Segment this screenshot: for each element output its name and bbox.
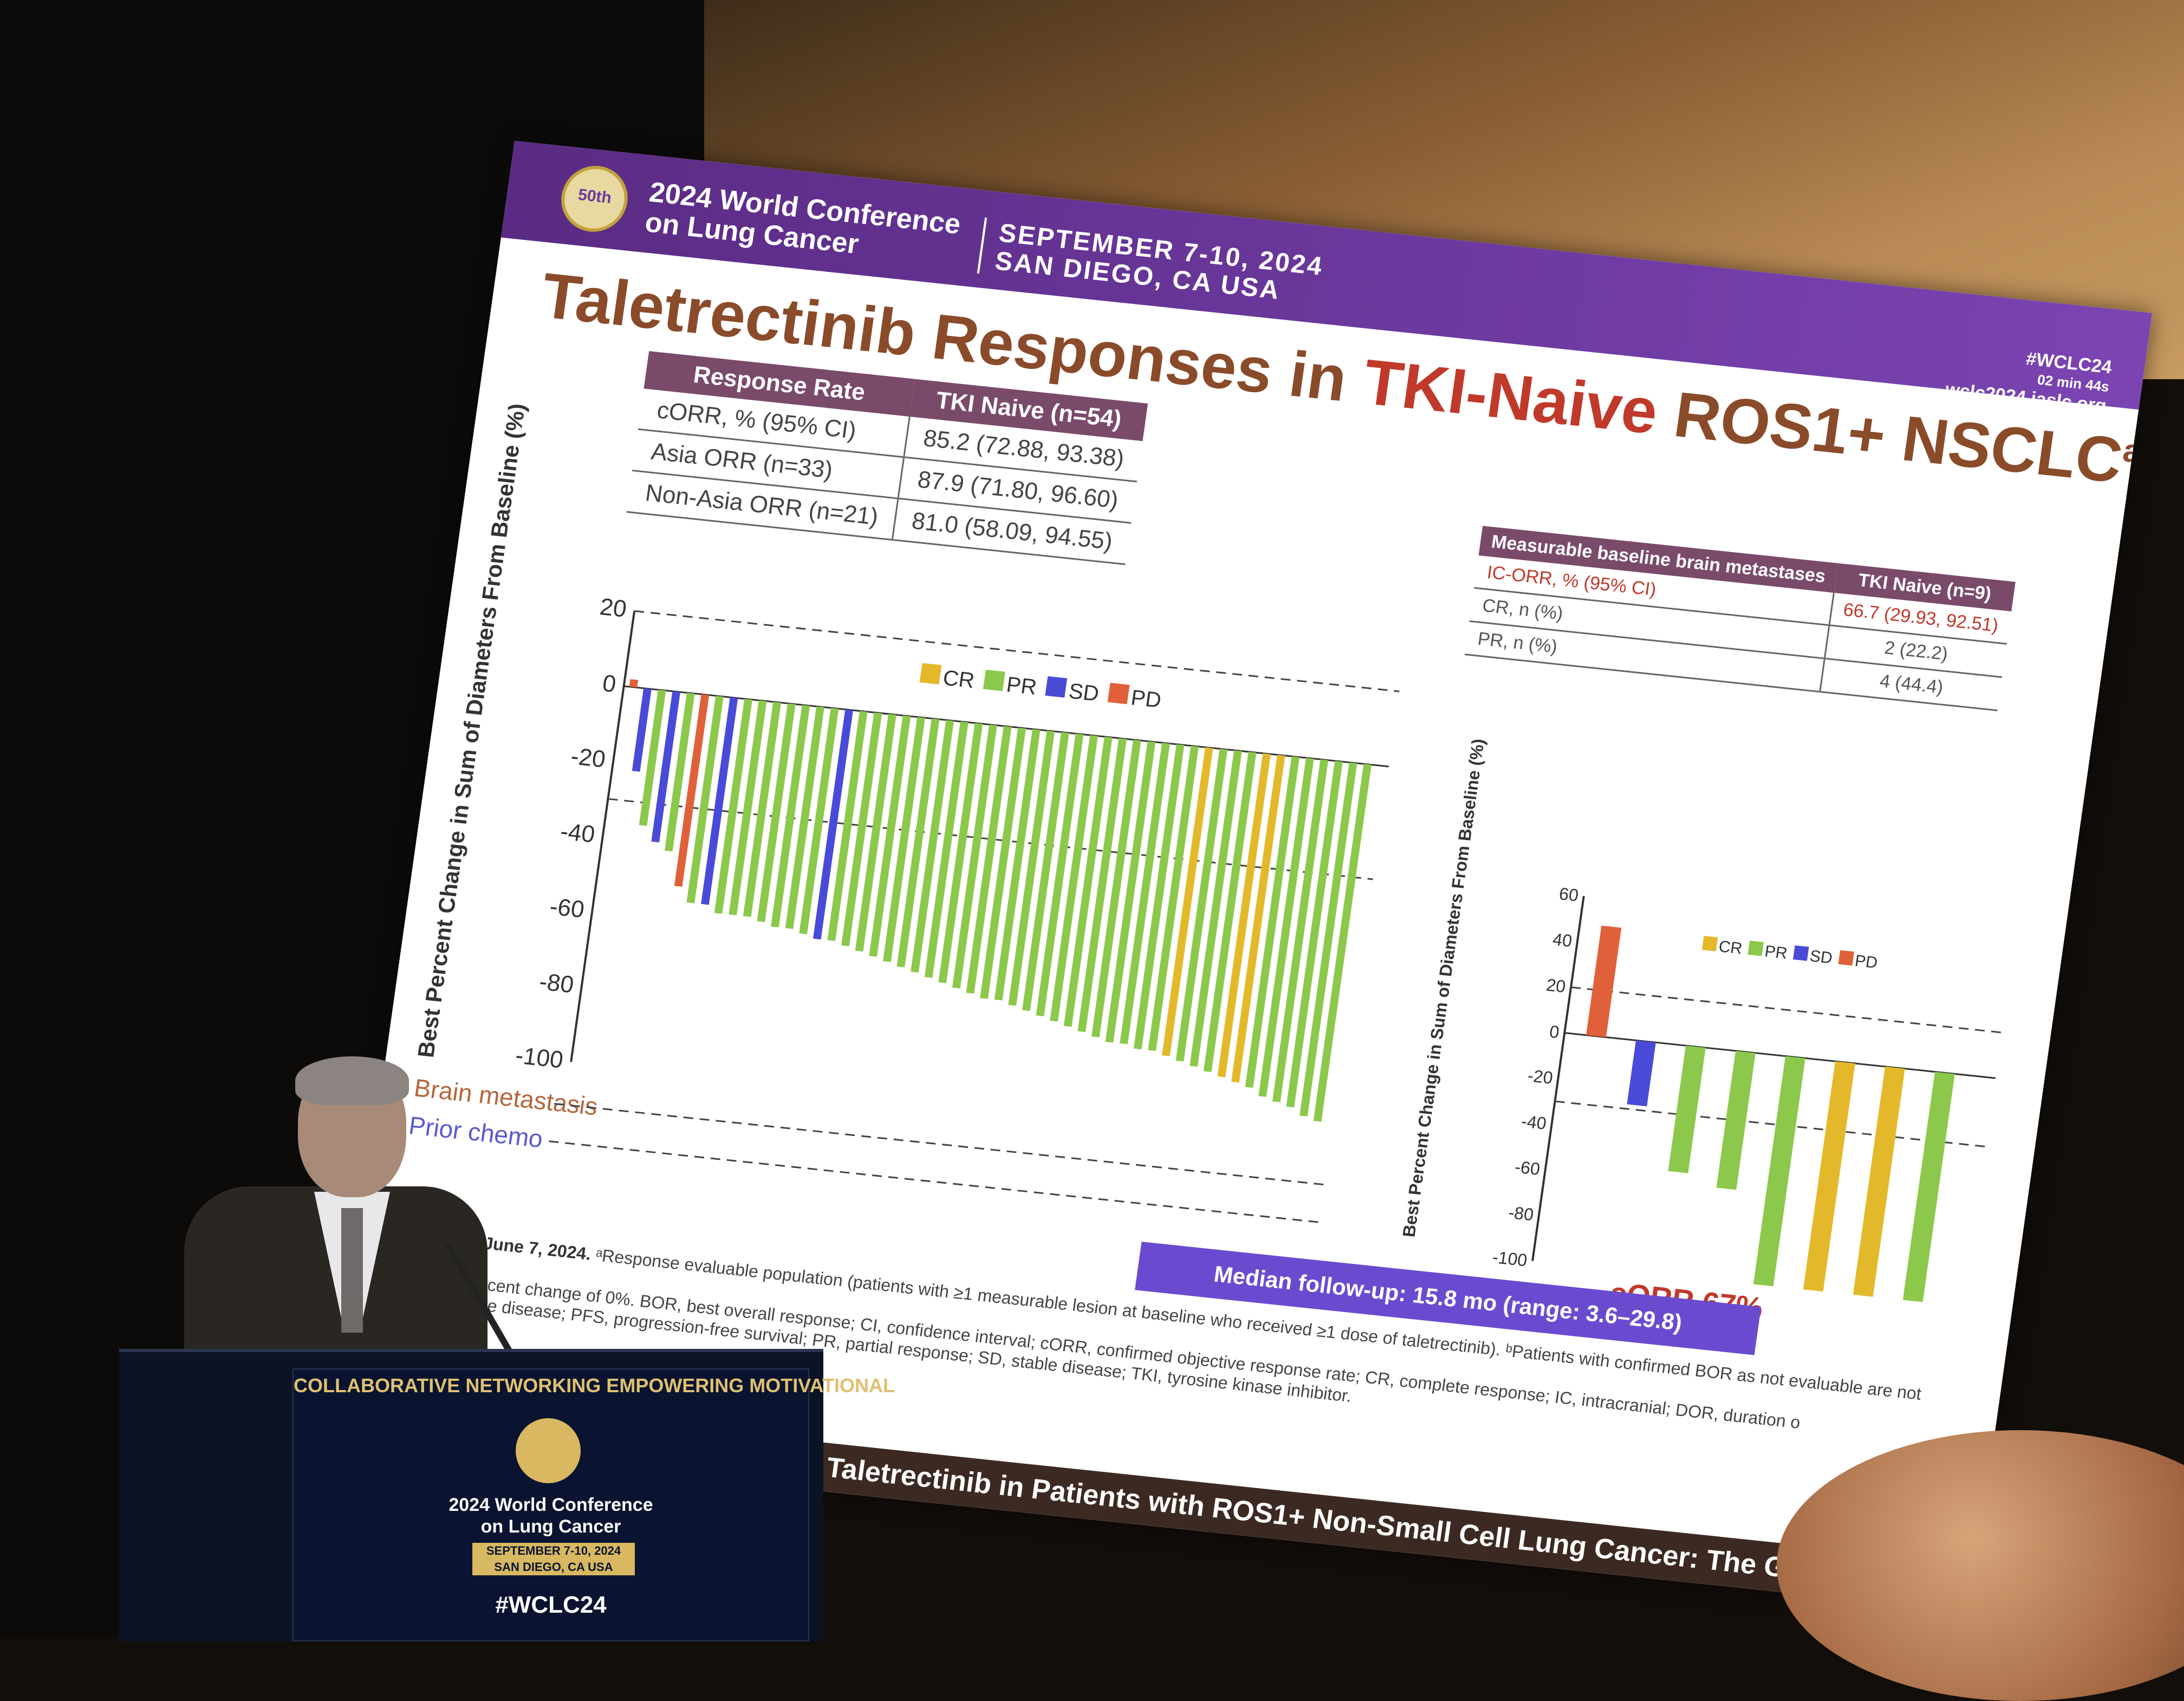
bar-pr <box>1313 764 1372 1122</box>
brain-y-axis-label: Best Percent Change in Sum of Diameters … <box>1399 737 1488 1238</box>
bar-pr <box>714 698 752 914</box>
bar-sd <box>1627 1040 1656 1107</box>
bar-pr <box>1716 1050 1756 1190</box>
bar-pr <box>1668 1046 1706 1173</box>
podium-logo-icon <box>516 1418 581 1483</box>
bar-pr <box>1245 756 1300 1088</box>
patient-marker-rows <box>549 1102 1330 1224</box>
bar-pr <box>771 705 810 927</box>
bar-pr <box>1148 745 1199 1051</box>
bar-pr <box>1036 733 1084 1017</box>
brain-metastases-table: Measurable baseline brain metastases TKI… <box>1464 525 2016 711</box>
bar-pr <box>1286 761 1343 1108</box>
zero-line <box>623 685 1389 768</box>
bar-pr <box>1077 738 1127 1033</box>
reference-line <box>634 610 1400 692</box>
zero-line <box>1564 1032 1996 1079</box>
bar-pd <box>629 679 639 688</box>
bar-pr <box>882 717 925 962</box>
bar-pr <box>994 729 1041 1001</box>
bar-pr <box>665 692 695 852</box>
conference-name: 2024 World Conference on Lung Cancer <box>643 176 963 261</box>
bar-pd <box>1586 925 1622 1037</box>
bar-pr <box>952 724 997 989</box>
bar-pr <box>855 713 896 952</box>
bar-pr <box>1091 739 1141 1037</box>
bar-pr <box>729 700 767 916</box>
y-tick-label: -80 <box>537 968 576 998</box>
reference-line <box>608 798 1373 880</box>
podium-dates: SEPTEMBER 7-10, 2024 SAN DIEGO, CA USA <box>472 1543 635 1575</box>
y-tick-label: -40 <box>558 818 597 848</box>
y-axis <box>1531 895 1585 1261</box>
brain-waterfall-chart <box>1531 895 2003 1302</box>
bar-pr <box>1299 762 1357 1116</box>
podium-hashtag: #WCLC24 <box>495 1592 607 1618</box>
bar-pr <box>869 715 911 957</box>
bar-pr <box>1258 757 1314 1097</box>
bar-pr <box>1105 741 1156 1043</box>
bar-pr <box>1272 759 1329 1102</box>
bar-pr <box>1063 736 1113 1027</box>
bar-pr <box>1120 743 1170 1044</box>
marker-row-line <box>549 1140 1325 1224</box>
bar-pr <box>841 712 882 946</box>
bar-pr <box>785 706 824 929</box>
bar-pr <box>639 690 666 826</box>
podium-tagline: COLLABORATIVE NETWORKING EMPOWERING MOTI… <box>294 1374 895 1397</box>
bar-pr <box>827 711 868 941</box>
presentation-slide: 50th 2024 World Conference on Lung Cance… <box>332 141 2153 1612</box>
conference-hashtag: #WCLC24 02 min 44s wclc2024.iaslc.org <box>1943 348 2114 417</box>
bar-pr <box>924 721 968 978</box>
bar-pr <box>743 702 782 917</box>
bar-pr <box>1022 732 1069 1011</box>
bar-cr <box>1852 1066 1905 1297</box>
bar-pr <box>896 718 940 968</box>
bar-pd <box>674 694 710 887</box>
y-tick-label: -20 <box>569 743 607 773</box>
bar-cr <box>1162 747 1213 1056</box>
podium: COLLABORATIVE NETWORKING EMPOWERING MOTI… <box>119 1349 895 1641</box>
y-tick-label: 20 <box>598 593 628 623</box>
bar-pr <box>1753 1056 1805 1287</box>
bar-pr <box>966 726 1012 994</box>
bar-pr <box>799 707 839 934</box>
conference-logo-icon: 50th <box>557 163 632 235</box>
marker-row-line <box>554 1102 1330 1186</box>
bar-pr <box>1175 749 1228 1062</box>
bar-pr <box>980 728 1026 999</box>
waterfall-chart <box>570 610 1400 1122</box>
bar-pr <box>1902 1072 1955 1302</box>
bar-pr <box>1203 751 1257 1072</box>
podium-conference-name: 2024 World Conference on Lung Cancer <box>448 1495 653 1537</box>
speaker-tie <box>341 1208 363 1333</box>
speaker-hair <box>295 1056 409 1105</box>
bar-cr <box>1217 753 1271 1077</box>
bar-pr <box>1008 730 1055 1006</box>
bar-pr <box>938 723 983 983</box>
conference-dates: SEPTEMBER 7-10, 2024 SAN DIEGO, CA USA <box>977 217 1325 309</box>
bar-sd <box>651 691 680 843</box>
bar-cr <box>1803 1061 1855 1292</box>
bar-pr <box>1133 744 1185 1050</box>
bar-sd <box>812 709 853 940</box>
reference-line <box>1571 986 2003 1034</box>
reference-line <box>1555 1100 1986 1148</box>
y-tick-label: -100 <box>514 1042 565 1074</box>
bar-pr <box>686 696 724 904</box>
podium-front: COLLABORATIVE NETWORKING EMPOWERING MOTI… <box>292 1368 895 1641</box>
bar-cr <box>1231 755 1285 1083</box>
bar-pr <box>1190 750 1242 1067</box>
bar-pr <box>1050 735 1098 1022</box>
bar-pr <box>757 703 796 923</box>
bar-pr <box>911 720 954 973</box>
bar-sd <box>701 697 738 905</box>
y-tick-label: -60 <box>548 893 586 923</box>
y-tick-label: 0 <box>601 670 618 698</box>
bar-sd <box>632 688 652 772</box>
